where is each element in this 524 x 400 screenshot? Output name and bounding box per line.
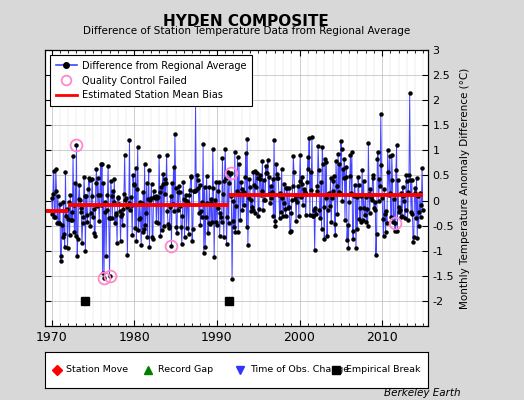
Y-axis label: Monthly Temperature Anomaly Difference (°C): Monthly Temperature Anomaly Difference (… — [460, 67, 470, 309]
Text: Time of Obs. Change: Time of Obs. Change — [250, 366, 349, 374]
Text: HYDEN COMPOSITE: HYDEN COMPOSITE — [163, 14, 329, 29]
Text: Empirical Break: Empirical Break — [346, 366, 420, 374]
Text: Record Gap: Record Gap — [158, 366, 213, 374]
Text: Difference of Station Temperature Data from Regional Average: Difference of Station Temperature Data f… — [83, 26, 410, 36]
Text: Station Move: Station Move — [66, 366, 128, 374]
Legend: Difference from Regional Average, Quality Control Failed, Estimated Station Mean: Difference from Regional Average, Qualit… — [50, 55, 253, 106]
Text: Berkeley Earth: Berkeley Earth — [385, 388, 461, 398]
